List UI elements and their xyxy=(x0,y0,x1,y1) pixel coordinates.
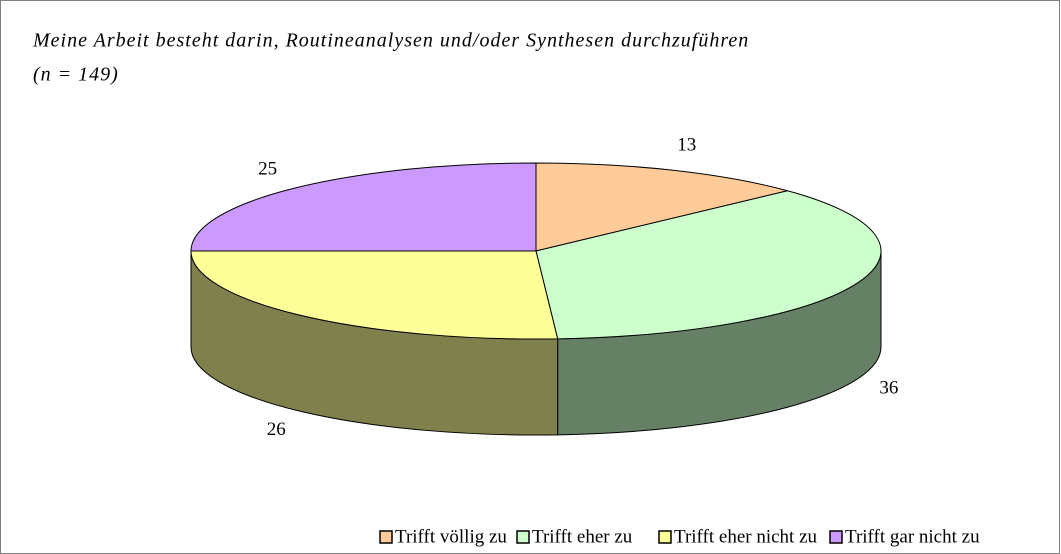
chart-subtitle: (n = 149) xyxy=(33,64,119,86)
slice xyxy=(535,190,882,340)
legend-swatch xyxy=(829,530,843,544)
legend-swatch xyxy=(379,530,393,544)
legend-swatch xyxy=(658,530,672,544)
legend-swatch xyxy=(516,530,530,544)
data-label: 13 xyxy=(677,134,696,155)
legend-label: Trifft eher zu xyxy=(532,526,633,547)
chart-title: Meine Arbeit besteht darin, Routineanaly… xyxy=(32,30,749,52)
slice xyxy=(190,162,537,252)
legend-label: Trifft eher nicht zu xyxy=(674,526,818,547)
legend-label: Trifft völlig zu xyxy=(395,526,507,547)
legend-label: Trifft gar nicht zu xyxy=(845,526,980,547)
data-label: 36 xyxy=(879,377,898,398)
slice xyxy=(535,162,788,252)
slice xyxy=(190,250,559,340)
data-label: 26 xyxy=(267,419,286,440)
data-label: 25 xyxy=(258,158,277,179)
